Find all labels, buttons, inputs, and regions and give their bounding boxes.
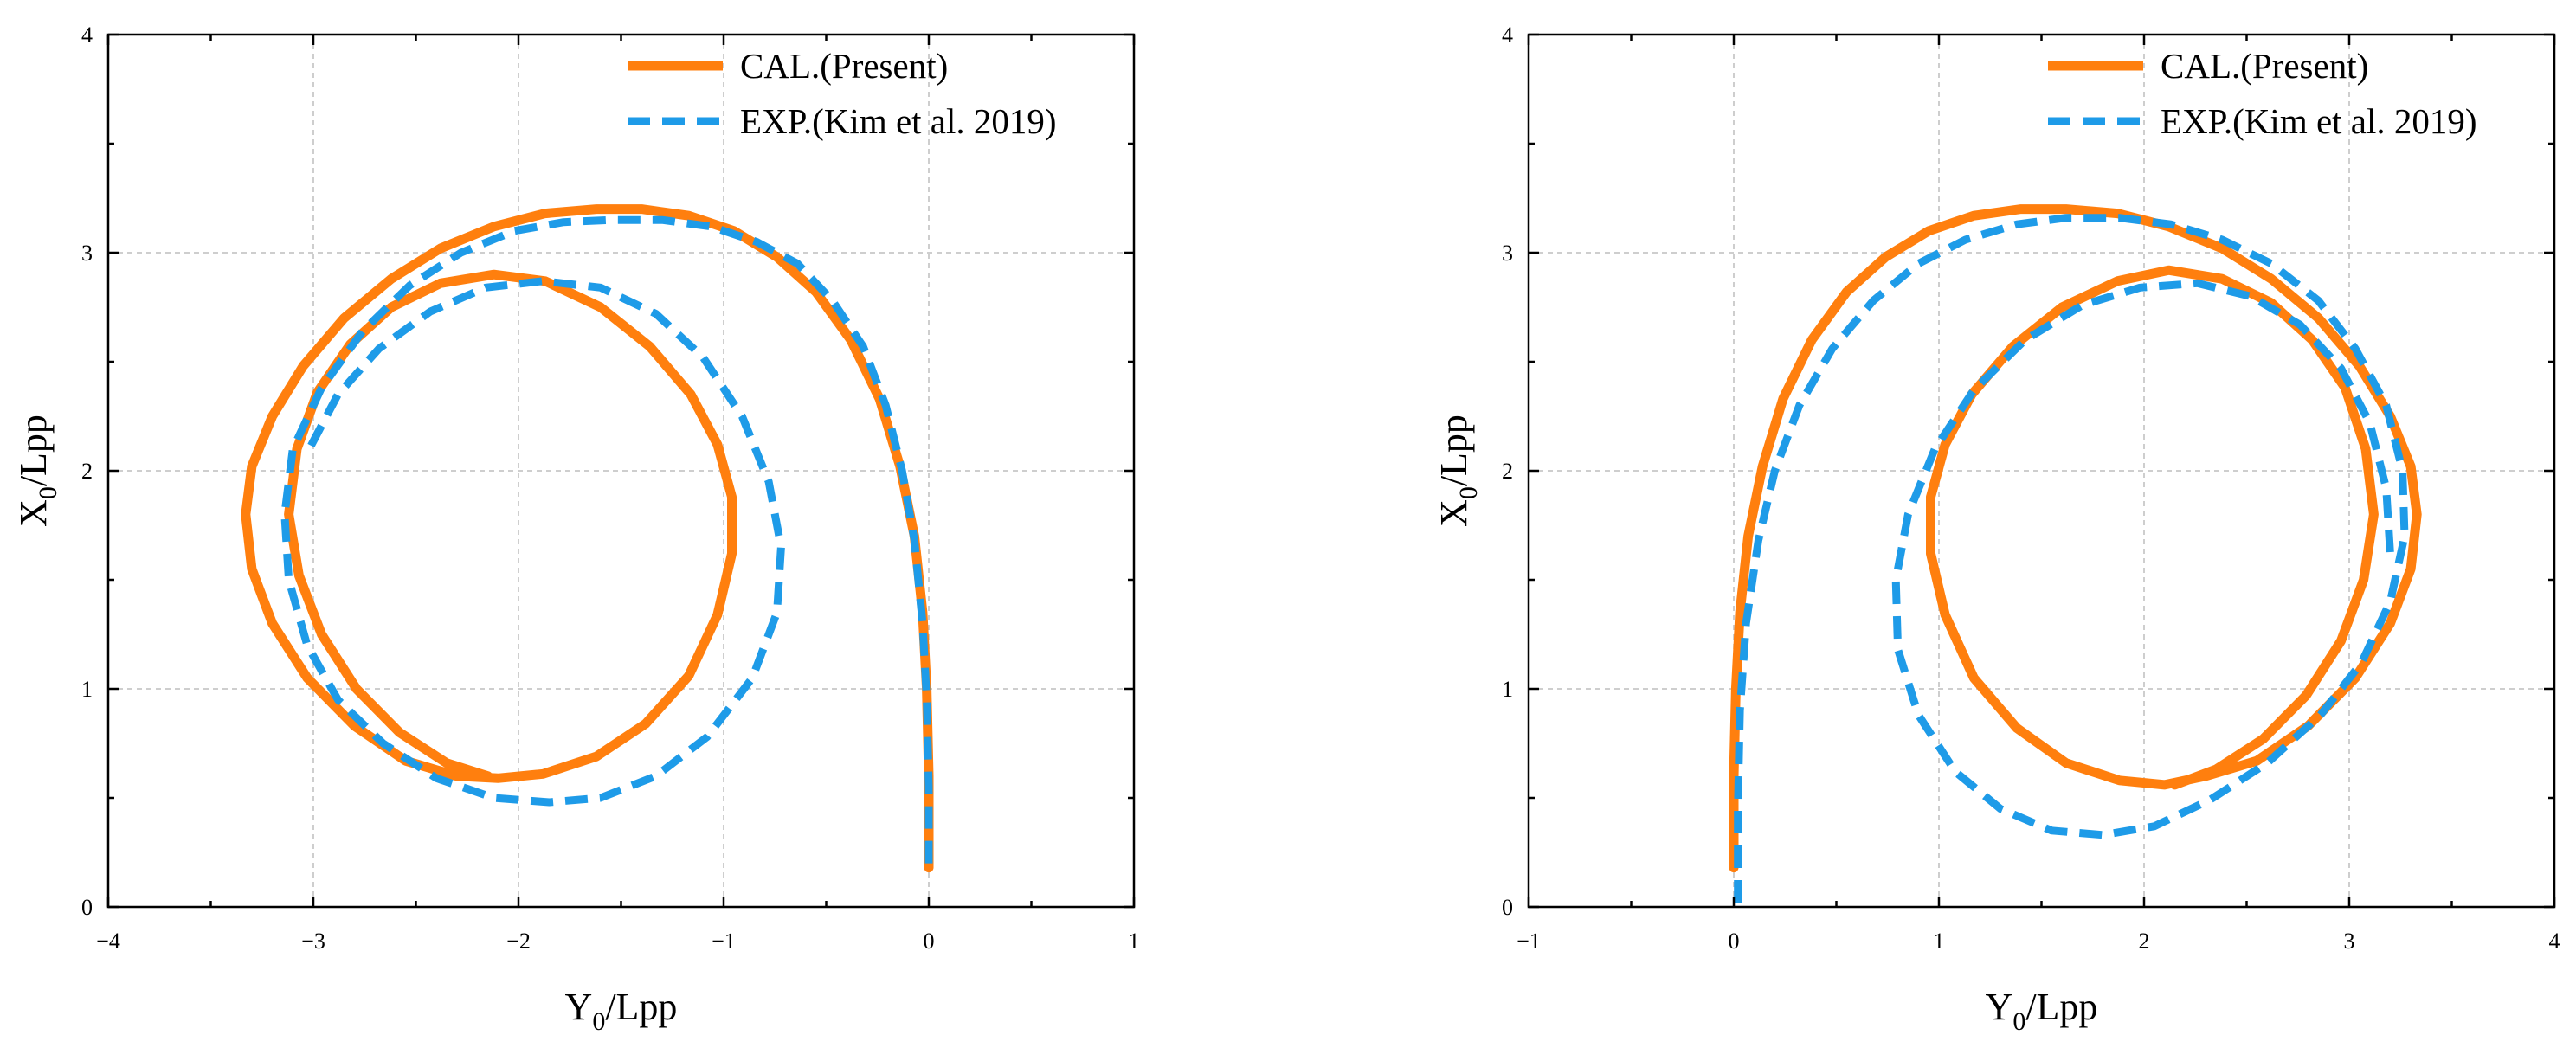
legend: CAL.(Present) EXP.(Kim et al. 2019) [2048, 46, 2477, 141]
series-line-exp [280, 215, 933, 864]
y-tick-label: 3 [81, 241, 93, 266]
x-tick-label: 2 [2139, 929, 2150, 954]
y-tick-label: 0 [1502, 895, 1513, 920]
y-tick-label: 0 [81, 895, 93, 920]
y-tick-label: 1 [81, 677, 93, 702]
x-tick-label: 4 [2549, 929, 2560, 954]
x-tick-label: −4 [96, 929, 120, 954]
chart-panel-right: −1 0 1 2 3 401234Y0/LppX0/LppCAL.(Present)EXP… [1433, 23, 2560, 1036]
series-line-cal [1729, 204, 2422, 873]
x-tick-label: 1 [1934, 929, 1945, 954]
x-tick-label: 0 [1729, 929, 1740, 954]
x-tick-label: 1 [1129, 929, 1140, 954]
x-axis-label: Y0/Lpp [1986, 986, 2098, 1036]
x-tick-label: −1 [1517, 929, 1541, 954]
legend: CAL.(Present) EXP.(Kim et al. 2019) [628, 46, 1057, 141]
chart-panel-left: −4 −3 −2 −1 0 1 0 1 2 3 4 Y0/Lpp X0/Lpp CAL.(Present)… [12, 23, 1140, 1036]
legend-label: EXP.(Kim et al. 2019) [740, 101, 1057, 141]
y-axis-label: X0/Lpp [12, 415, 62, 527]
y-tick-label: 3 [1502, 241, 1513, 266]
series-line-exp [1734, 214, 2409, 903]
y-tick-label: 1 [1502, 677, 1513, 702]
x-axis-label: Y0/Lpp [565, 986, 678, 1036]
y-tick-label: 2 [1502, 459, 1513, 484]
x-tick-label: −2 [506, 929, 531, 954]
y-tick-label: 4 [1502, 23, 1513, 48]
legend-label: CAL.(Present) [2161, 46, 2368, 86]
x-tick-label: −1 [712, 929, 736, 954]
x-tick-label: 3 [2344, 929, 2355, 954]
legend-label: CAL.(Present) [740, 46, 948, 86]
series-line-cal [241, 204, 934, 873]
y-tick-label: 2 [81, 459, 93, 484]
x-tick-label: −3 [301, 929, 325, 954]
y-axis-label: X0/Lpp [1433, 415, 1483, 527]
legend-label: EXP.(Kim et al. 2019) [2161, 101, 2477, 141]
x-tick-label: 0 [924, 929, 935, 954]
y-tick-label: 4 [81, 23, 93, 48]
